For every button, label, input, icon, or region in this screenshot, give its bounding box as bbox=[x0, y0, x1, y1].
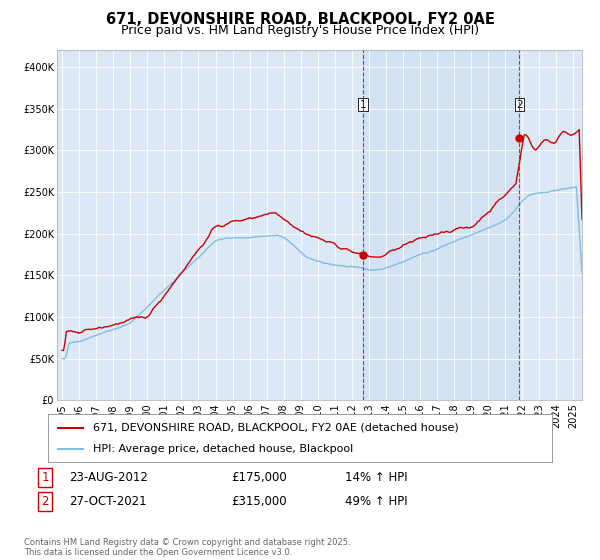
Text: 2: 2 bbox=[516, 100, 523, 110]
Text: Price paid vs. HM Land Registry's House Price Index (HPI): Price paid vs. HM Land Registry's House … bbox=[121, 24, 479, 36]
Text: 1: 1 bbox=[41, 470, 49, 484]
Text: 23-AUG-2012: 23-AUG-2012 bbox=[69, 470, 148, 484]
Text: 671, DEVONSHIRE ROAD, BLACKPOOL, FY2 0AE: 671, DEVONSHIRE ROAD, BLACKPOOL, FY2 0AE bbox=[106, 12, 494, 27]
Text: 27-OCT-2021: 27-OCT-2021 bbox=[69, 494, 146, 508]
Text: 1: 1 bbox=[359, 100, 366, 110]
Text: 14% ↑ HPI: 14% ↑ HPI bbox=[345, 470, 407, 484]
Text: 671, DEVONSHIRE ROAD, BLACKPOOL, FY2 0AE (detached house): 671, DEVONSHIRE ROAD, BLACKPOOL, FY2 0AE… bbox=[94, 423, 459, 433]
Text: Contains HM Land Registry data © Crown copyright and database right 2025.
This d: Contains HM Land Registry data © Crown c… bbox=[24, 538, 350, 557]
Bar bbox=[363, 50, 520, 400]
Text: 2: 2 bbox=[41, 494, 49, 508]
Text: £175,000: £175,000 bbox=[231, 470, 287, 484]
Text: £315,000: £315,000 bbox=[231, 494, 287, 508]
Text: 49% ↑ HPI: 49% ↑ HPI bbox=[345, 494, 407, 508]
Text: HPI: Average price, detached house, Blackpool: HPI: Average price, detached house, Blac… bbox=[94, 444, 353, 454]
